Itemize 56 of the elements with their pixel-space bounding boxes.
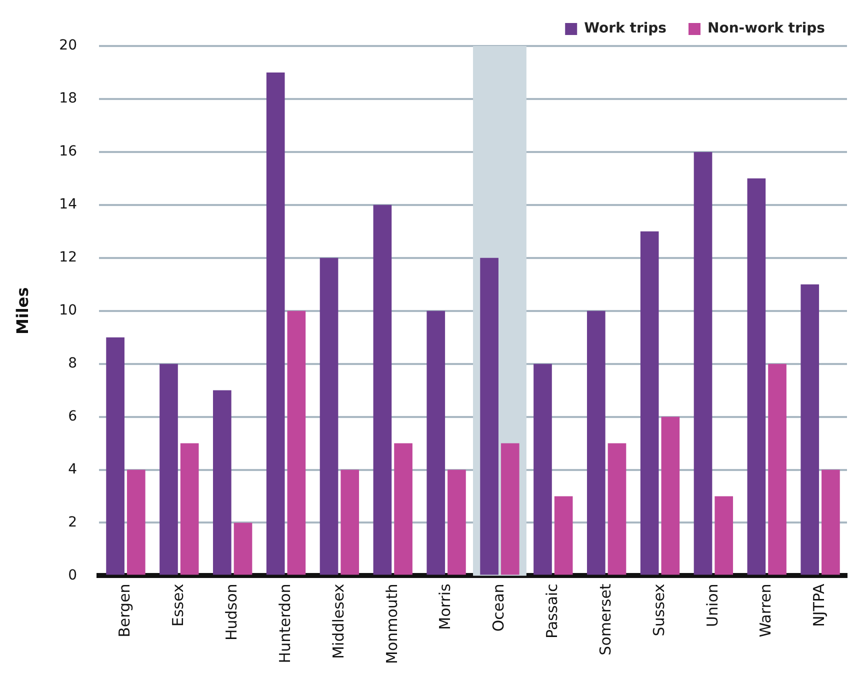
bar bbox=[394, 443, 412, 575]
y-tick-label: 16 bbox=[59, 144, 78, 160]
bar bbox=[480, 258, 498, 575]
x-tick-label: Hudson bbox=[222, 584, 240, 640]
bar bbox=[340, 470, 360, 575]
bar bbox=[180, 443, 199, 575]
y-axis-title: Miles bbox=[12, 287, 32, 334]
bar bbox=[534, 364, 552, 575]
bar bbox=[640, 231, 659, 575]
y-tick-label: 0 bbox=[68, 567, 78, 584]
legend-label: Work trips bbox=[584, 20, 667, 37]
bar bbox=[661, 416, 680, 575]
y-tick-label: 14 bbox=[59, 196, 78, 213]
bar bbox=[747, 178, 766, 575]
bar bbox=[822, 470, 840, 575]
x-tick-label: Morris bbox=[436, 584, 454, 630]
bar bbox=[426, 310, 446, 575]
bar bbox=[212, 390, 232, 575]
bar bbox=[800, 284, 820, 575]
x-tick-label: Monmouth bbox=[382, 584, 401, 664]
x-tick-label: Essex bbox=[169, 584, 188, 627]
y-tick-label: 8 bbox=[68, 355, 78, 372]
bar bbox=[266, 72, 285, 575]
x-tick-label: Somerset bbox=[596, 584, 614, 656]
y-tick-label: 2 bbox=[68, 514, 78, 530]
y-tick-label: 18 bbox=[59, 90, 78, 107]
bar bbox=[160, 364, 178, 575]
bar bbox=[373, 204, 392, 575]
y-tick-label: 4 bbox=[68, 461, 78, 478]
bar bbox=[106, 337, 124, 575]
bar bbox=[126, 470, 146, 575]
x-tick-label: Bergen bbox=[116, 584, 134, 638]
x-tick-label: Middlesex bbox=[329, 584, 348, 659]
x-tick-label: Hunterdon bbox=[276, 584, 294, 664]
y-tick-label: 6 bbox=[68, 408, 78, 424]
y-tick-label: 12 bbox=[59, 250, 78, 266]
bar bbox=[234, 522, 252, 575]
x-tick-label: Ocean bbox=[490, 584, 508, 632]
bar bbox=[500, 443, 520, 575]
x-tick-label: NJTPA bbox=[810, 582, 828, 627]
bar bbox=[768, 364, 786, 575]
x-tick-label: Warren bbox=[756, 584, 775, 638]
legend-label: Non-work trips bbox=[707, 20, 826, 37]
bar bbox=[448, 470, 466, 575]
x-tick-label: Passaic bbox=[543, 584, 562, 638]
bar bbox=[714, 496, 734, 575]
bar bbox=[320, 258, 338, 575]
y-tick-label: 20 bbox=[59, 38, 78, 54]
y-tick-label: 10 bbox=[59, 302, 78, 318]
bar bbox=[554, 496, 573, 575]
bar bbox=[287, 310, 306, 575]
bar bbox=[586, 310, 606, 575]
x-tick-label: Union bbox=[703, 584, 722, 628]
bar bbox=[608, 443, 626, 575]
bar bbox=[694, 152, 712, 575]
x-tick-label: Sussex bbox=[650, 584, 668, 636]
